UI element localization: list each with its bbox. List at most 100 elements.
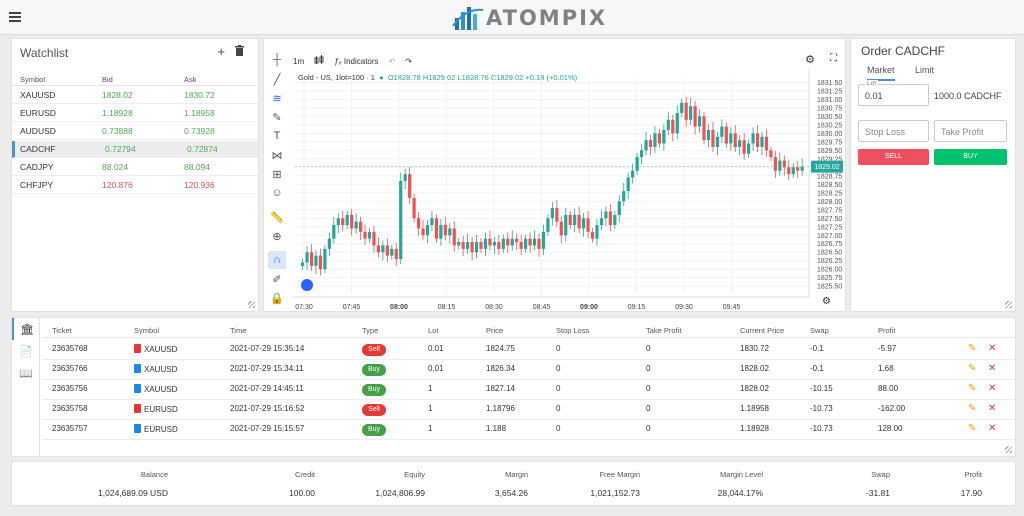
- resize-handle[interactable]: [1005, 301, 1012, 308]
- candle: [336, 218, 340, 226]
- table-row[interactable]: 23635768 XAUUSD 2021-07-29 15:35:14 Sell 0.0…: [42, 340, 1015, 360]
- indicators-button[interactable]: ƒₓ Indicators: [334, 57, 378, 66]
- tab-market[interactable]: Market: [867, 65, 895, 81]
- trash-icon[interactable]: [235, 44, 244, 59]
- table-row[interactable]: 23635758 EURUSD 2021-07-29 15:16:52 Sell 1 1.…: [42, 400, 1015, 420]
- y-tick-label: 1830.50: [817, 114, 842, 121]
- candle: [408, 174, 412, 198]
- settings-icon[interactable]: ⚙: [805, 54, 815, 66]
- candle: [399, 180, 403, 260]
- watchlist-row-chfjpy[interactable]: CHFJPY 120.876 120.936: [12, 177, 258, 194]
- position-sl: 0: [556, 424, 561, 433]
- y-tick-label: 1831.50: [817, 80, 842, 87]
- candle: [684, 102, 688, 120]
- positions-panel: 🏛 📄 📖 Ticket Symbol Time Type Lot Price Stop L…: [11, 317, 1016, 457]
- current-price-label: 1829.02: [814, 164, 839, 171]
- candle: [729, 133, 733, 144]
- watchlist-bid: 120.876: [102, 180, 133, 190]
- candle: [595, 225, 599, 239]
- ruler-measure-icon[interactable]: ⊞: [272, 168, 282, 181]
- fib-icon[interactable]: ≋: [272, 92, 282, 105]
- candle: [528, 238, 532, 246]
- edit-icon[interactable]: ✎: [968, 383, 977, 394]
- type-badge-buy: Buy: [362, 424, 386, 436]
- sell-button[interactable]: SELL: [858, 149, 929, 165]
- close-icon[interactable]: ✕: [988, 363, 997, 374]
- y-tick-label: 1828.75: [817, 173, 842, 180]
- candle: [555, 208, 559, 222]
- fullscreen-icon[interactable]: ⛶: [830, 53, 837, 64]
- bank-icon[interactable]: 🏛: [12, 318, 40, 340]
- take-profit-input[interactable]: Take Profit: [934, 120, 1007, 142]
- pattern-icon[interactable]: ⋈: [271, 149, 283, 162]
- buy-button[interactable]: BUY: [934, 149, 1007, 165]
- watchlist-row-cadjpy[interactable]: CADJPY 88.024 88.094: [12, 159, 258, 176]
- position-current: 1830.72: [740, 344, 769, 353]
- edit-icon[interactable]: ✎: [968, 343, 977, 354]
- candle: [639, 150, 644, 158]
- resize-handle[interactable]: [248, 301, 255, 308]
- position-symbol-text: XAUUSD: [144, 385, 178, 394]
- candle: [599, 218, 604, 226]
- candle: [363, 231, 367, 239]
- close-icon[interactable]: ✕: [988, 343, 997, 354]
- emoji-icon[interactable]: ☺: [271, 187, 283, 199]
- y-tick-label: 1831.00: [817, 97, 842, 104]
- lot-input[interactable]: Lot 0.01: [858, 80, 929, 106]
- candle: [367, 231, 372, 239]
- edit-icon[interactable]: ✎: [968, 363, 977, 374]
- crosshair-icon[interactable]: ┼: [273, 54, 281, 66]
- watchlist-row-audusd[interactable]: AUDUSD 0.73888 0.73928: [12, 123, 258, 140]
- table-row[interactable]: 23635757 EURUSD 2021-07-29 15:15:57 Buy 1 1.1…: [42, 420, 1015, 440]
- candle: [550, 208, 554, 219]
- position-ticket: 23635756: [52, 384, 88, 393]
- book-icon[interactable]: 📖: [19, 367, 33, 380]
- candle: [796, 167, 800, 171]
- candle: [653, 133, 657, 147]
- text-icon[interactable]: T: [273, 130, 281, 142]
- brush-icon[interactable]: ✎: [272, 111, 282, 124]
- magnet-icon[interactable]: ∩: [268, 251, 286, 269]
- undo-icon[interactable]: ↶: [388, 56, 396, 66]
- candle: [519, 242, 523, 249]
- redo-icon[interactable]: ↷: [405, 56, 412, 66]
- candle: [546, 218, 550, 232]
- close-icon[interactable]: ✕: [988, 403, 997, 414]
- lock-draw-icon[interactable]: ✐: [272, 273, 282, 286]
- summary-label-free-margin: Free Margin: [599, 470, 640, 479]
- lock-icon[interactable]: 🔒: [270, 292, 284, 305]
- watchlist-row-cadchf[interactable]: CADCHF 0.72794 0.72874: [12, 141, 258, 158]
- trendline-icon[interactable]: ╱: [273, 73, 281, 86]
- stop-loss-input[interactable]: Stop Loss: [858, 120, 929, 142]
- x-tick-label: 08:45: [533, 304, 551, 309]
- position-tp: 0: [646, 404, 651, 413]
- position-ticket: 23635766: [52, 364, 88, 373]
- resize-handle[interactable]: [1005, 446, 1012, 453]
- chart-settings-icon[interactable]: ⚙: [822, 296, 831, 307]
- edit-icon[interactable]: ✎: [968, 423, 977, 434]
- price-chart[interactable]: 1831.501831.251831.001830.751830.501830.…: [291, 69, 846, 309]
- ruler-icon[interactable]: 📏: [270, 211, 284, 224]
- edit-icon[interactable]: ✎: [968, 403, 977, 414]
- plus-icon[interactable]: +: [217, 44, 225, 59]
- watchlist-row-eurusd[interactable]: EURUSD 1.18928 1.18958: [12, 105, 258, 122]
- position-time: 2021-07-29 15:34:11: [230, 364, 304, 373]
- position-swap: -10.15: [810, 384, 833, 393]
- candle: [466, 242, 470, 249]
- watchlist-row-xauusd[interactable]: XAUUSD 1828.02 1830.72: [12, 87, 258, 104]
- candle: [425, 225, 430, 236]
- summary-value-equity: 1,024,806.99: [375, 488, 425, 498]
- watchlist-bid: 1.18928: [102, 108, 133, 118]
- tab-limit[interactable]: Limit: [915, 65, 935, 75]
- interval-selector[interactable]: 1m: [293, 56, 305, 66]
- summary-label-equity: Equity: [404, 470, 425, 479]
- document-icon[interactable]: 📄: [19, 345, 33, 358]
- close-icon[interactable]: ✕: [988, 383, 997, 394]
- candle: [416, 218, 421, 229]
- close-icon[interactable]: ✕: [988, 423, 997, 434]
- hamburger-icon[interactable]: [9, 12, 21, 22]
- table-row[interactable]: 23635766 XAUUSD 2021-07-29 15:34:11 Buy 0.01…: [42, 360, 1015, 380]
- zoom-icon[interactable]: ⊕: [272, 230, 282, 243]
- candle-style-icon[interactable]: [314, 55, 324, 67]
- table-row[interactable]: 23635756 XAUUSD 2021-07-29 14:45:11 Buy 1 182…: [42, 380, 1015, 400]
